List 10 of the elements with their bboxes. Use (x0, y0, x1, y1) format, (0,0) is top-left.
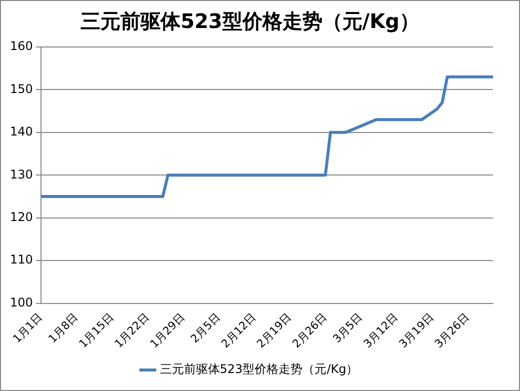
y-tick-label: 110 (10, 252, 33, 267)
legend-label: 三元前驱体523型价格走势（元/Kg） (160, 362, 358, 376)
x-tick-label: 1月1日 (10, 310, 46, 346)
y-tick-label: 130 (10, 167, 33, 182)
y-tick-label: 140 (10, 124, 33, 139)
chart-title: 三元前驱体523型价格走势（元/Kg） (80, 9, 420, 34)
y-tick-label: 120 (10, 210, 33, 224)
y-tick-label: 100 (10, 295, 33, 310)
y-tick-label: 150 (10, 82, 33, 96)
y-tick-label: 160 (10, 39, 33, 54)
